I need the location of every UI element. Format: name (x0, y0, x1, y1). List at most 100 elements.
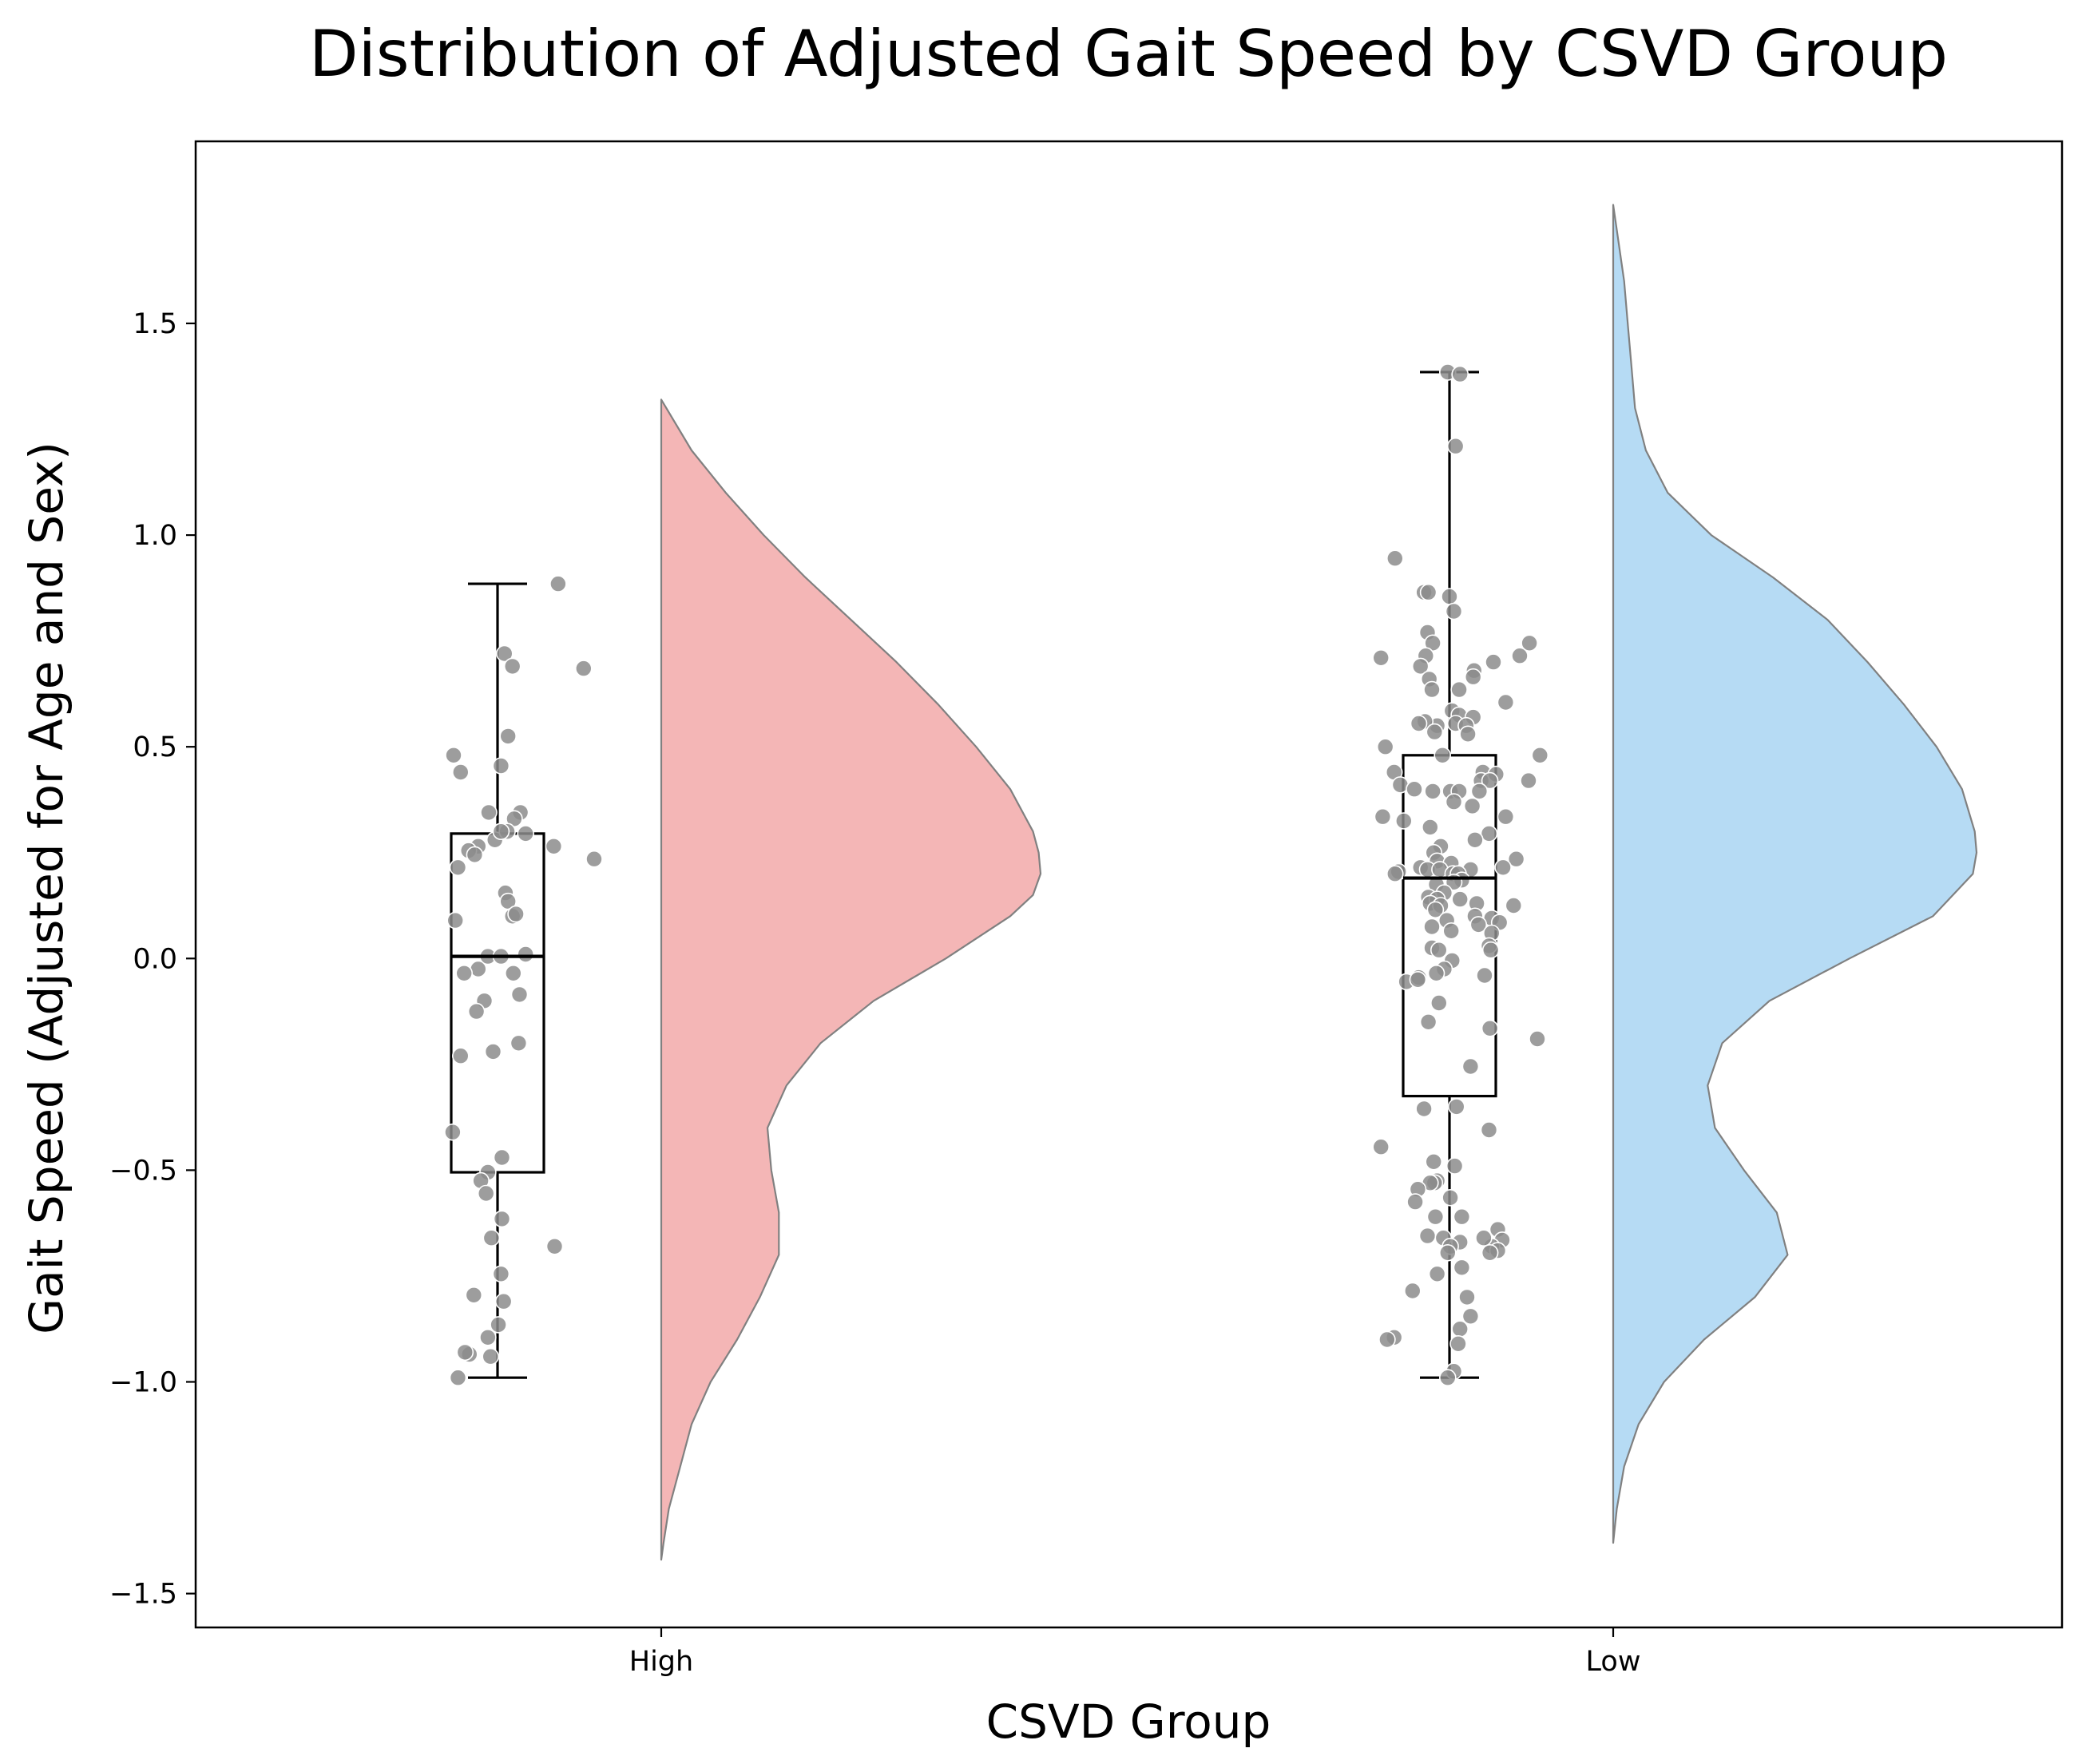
data-point-low (1531, 746, 1549, 764)
data-point-low (1461, 1307, 1480, 1326)
data-point-low (1439, 1244, 1457, 1262)
data-point-low (1374, 807, 1392, 826)
data-point-high (507, 905, 525, 923)
data-point-low (1372, 648, 1390, 667)
data-point-low (1422, 819, 1439, 836)
data-point-high (456, 1343, 474, 1362)
data-point-high (492, 757, 510, 775)
y-axis-label: Gait Speed (Adjusted for Age and Sex) (19, 442, 73, 1334)
data-point-low (1480, 825, 1498, 842)
data-point-high (465, 1286, 483, 1304)
data-point-high (504, 965, 522, 982)
y-tick-label: 1.0 (133, 520, 177, 552)
data-point-low (1446, 437, 1465, 455)
data-point-low (1448, 1098, 1465, 1116)
data-point-high (482, 1229, 501, 1247)
y-tick-label: −1.5 (109, 1579, 177, 1611)
data-point-low (1426, 1207, 1445, 1226)
y-tick-label: −0.5 (109, 1155, 177, 1187)
data-point-low (1453, 1207, 1471, 1226)
data-point-low (1406, 1193, 1424, 1211)
data-point-low (1410, 715, 1428, 732)
data-point-high (492, 823, 510, 840)
data-point-low (1406, 780, 1423, 799)
data-point-low (1426, 723, 1444, 741)
data-point-low (1419, 583, 1438, 601)
data-point-low (1428, 1265, 1446, 1283)
data-point-low (1395, 812, 1413, 830)
data-point-low (1424, 783, 1441, 800)
data-point-high (451, 763, 470, 781)
data-point-high (484, 1043, 502, 1060)
data-point-low (1469, 916, 1488, 934)
data-point-high (451, 1047, 470, 1064)
data-point-low (1497, 693, 1515, 712)
plot-frame (194, 140, 2064, 1629)
data-point-high (503, 657, 521, 676)
data-point-low (1386, 865, 1404, 882)
data-point-low (1415, 1100, 1433, 1118)
data-point-low (1481, 771, 1499, 790)
data-point-high (510, 985, 529, 1004)
data-point-low (1464, 668, 1482, 686)
violin-high (660, 398, 1042, 1561)
data-point-low (1520, 771, 1537, 790)
data-point-high (490, 1316, 507, 1334)
data-point-high (517, 825, 535, 842)
data-point-high (549, 575, 567, 593)
data-point-low (1485, 653, 1502, 671)
data-point-low (1481, 941, 1500, 959)
data-point-low (1451, 1320, 1469, 1338)
data-point-low (1521, 634, 1538, 652)
data-point-high (499, 727, 518, 745)
data-point-low (1449, 1335, 1467, 1353)
data-point-low (1481, 1244, 1499, 1262)
data-point-high (510, 1034, 528, 1052)
data-point-low (1481, 1020, 1499, 1037)
data-point-low (1461, 1057, 1480, 1076)
data-point-low (1511, 647, 1529, 665)
data-point-high (480, 803, 498, 822)
y-tick-label: 1.5 (133, 308, 177, 340)
data-point-high (495, 644, 514, 663)
data-point-high (493, 1210, 511, 1228)
data-point-low (1423, 918, 1441, 936)
data-point-high (466, 846, 484, 864)
y-tick-label: −1.0 (109, 1366, 177, 1398)
data-point-low (1439, 1369, 1457, 1386)
axis-layer: High Low −1.5 −1.0 −0.5 0.0 0.5 1.0 1.5 (109, 308, 1640, 1678)
data-point-high (492, 1265, 510, 1283)
x-axis-label: CSVD Group (986, 1695, 1271, 1749)
data-point-low (1463, 797, 1481, 815)
data-point-high (585, 850, 603, 868)
data-point-low (1442, 922, 1460, 940)
data-point-low (1459, 725, 1477, 743)
data-point-high (482, 1347, 500, 1366)
data-point-low (1411, 657, 1430, 676)
data-point-high (449, 858, 467, 877)
data-point-high (444, 1123, 462, 1141)
data-point-high (517, 945, 535, 963)
data-point-low (1423, 680, 1441, 699)
data-point-low (1453, 1259, 1471, 1277)
data-point-high (545, 1238, 564, 1255)
violin-low (1612, 204, 1978, 1544)
data-point-low (1497, 807, 1515, 826)
x-tick-label-low: Low (1586, 1646, 1641, 1678)
data-point-low (1434, 746, 1451, 764)
data-point-high (467, 1002, 486, 1021)
data-point-high (574, 660, 593, 677)
data-point-low (1458, 1288, 1476, 1306)
data-point-low (1425, 1153, 1442, 1171)
data-point-low (1441, 588, 1458, 605)
data-point-low (1372, 1138, 1390, 1156)
data-point-low (1505, 897, 1523, 914)
plot-layer (444, 204, 1978, 1561)
data-point-low (1386, 549, 1404, 568)
data-point-low (1451, 365, 1469, 383)
data-point-high (545, 838, 563, 855)
y-tick-label: 0.0 (133, 943, 177, 975)
x-tick-label-high: High (629, 1646, 693, 1678)
